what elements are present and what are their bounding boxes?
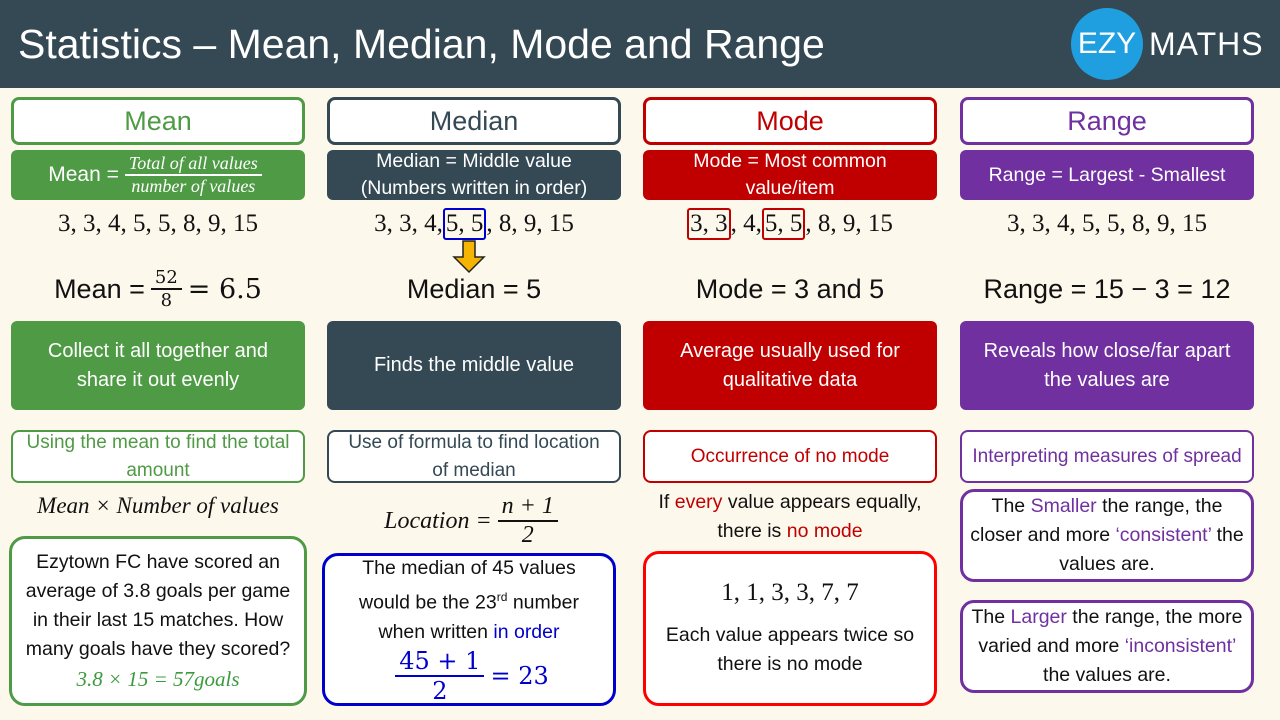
mode-seq-mid: , 4, (730, 210, 762, 237)
median-def-line1: Median = Middle value (376, 150, 572, 172)
median-subheading: Use of formula to find location of media… (327, 430, 621, 483)
mode-note-c: value appears equally, there is (717, 491, 922, 542)
median-description: Finds the middle value (327, 321, 621, 410)
mode-def-line2: value/item (745, 177, 835, 199)
mean-calc-num: 52 (150, 267, 182, 290)
range-heading: Range (960, 97, 1254, 145)
logo-circle: EZY (1071, 8, 1143, 80)
range-sequence: 3, 3, 4, 5, 5, 8, 9, 15 (1007, 210, 1207, 237)
mean-calc-left: Mean = (54, 273, 145, 304)
mode-note-a: If (658, 491, 675, 513)
mode-def-line1: Mode = Most common (693, 150, 887, 172)
mean-def-label: Mean = (48, 163, 119, 186)
mode-sequence: 3, 3 , 4, 5, 5 , 8, 9, 15 (643, 206, 937, 242)
mean-subheading: Using the mean to find the total amount (11, 430, 305, 483)
range-large-a: The (971, 606, 1011, 628)
range-subheading: Interpreting measures of spread (960, 430, 1254, 483)
mean-calc-den: 8 (160, 290, 173, 311)
median-def-line2: (Numbers written in order) (360, 177, 588, 199)
mean-formula: Mean × Number of values (37, 493, 279, 518)
mode-highlight-3: 3, 3 (687, 208, 731, 240)
range-small-c: the range, the closer and more (970, 495, 1223, 546)
median-loc-den: 2 (521, 522, 534, 548)
mode-highlight-5: 5, 5 (761, 208, 806, 240)
header-bar (0, 0, 1280, 88)
mode-example-text: Each value appears twice so there is no … (665, 623, 915, 675)
median-calc-fraction: 45 + 1 2 (395, 647, 485, 705)
mean-example-card: Ezytown FC have scored an average of 3.8… (9, 536, 307, 706)
median-loc-fraction: n + 1 2 (497, 493, 558, 549)
mean-def-numerator: Total of all values (124, 153, 262, 176)
mean-calculation: Mean = 52 8 = 6.5 (11, 258, 305, 320)
median-middle-highlight: 5, 5 (442, 208, 487, 240)
median-definition: Median = Middle value (Numbers written i… (327, 150, 621, 200)
mean-example-answer: 3.8 × 15 = 57goals (76, 667, 240, 691)
mean-description: Collect it all together and share it out… (11, 321, 305, 410)
median-heading: Median (327, 97, 621, 145)
range-large-inconsistent: ‘inconsistent’ (1124, 635, 1236, 657)
range-small-smaller: Smaller (1030, 495, 1097, 517)
median-example-card: The median of 45 values would be the 23r… (322, 553, 616, 706)
mode-example-sequence: 1, 1, 3, 3, 7, 7 (721, 578, 859, 606)
mean-calc-fraction: 52 8 (150, 267, 182, 311)
mode-result: Mode = 3 and 5 (695, 273, 885, 304)
mode-heading: Mode (643, 97, 937, 145)
mode-definition: Mode = Most common value/item (643, 150, 937, 200)
median-calc-num: 45 + 1 (395, 647, 485, 677)
median-result: Median = 5 (406, 273, 542, 304)
median-example-text: The median of 45 values would be the 23r… (335, 554, 603, 647)
mode-example-card: 1, 1, 3, 3, 7, 7 Each value appears twic… (643, 551, 937, 706)
median-location-formula: Location = n + 1 2 (327, 489, 621, 553)
range-result: Range = 15 − 3 = 12 (983, 273, 1231, 304)
median-example-line1: The median of 45 values would be the 23 (359, 557, 576, 614)
median-example-in-order: in order (493, 620, 560, 643)
median-calc-den: 2 (432, 676, 448, 705)
mode-note-every: every (674, 491, 723, 513)
mean-sequence: 3, 3, 4, 5, 5, 8, 9, 15 (58, 210, 258, 237)
median-calc-right: = 23 (490, 661, 549, 690)
range-small-e: the values are. (1059, 524, 1244, 575)
median-example-line2: number when written (378, 591, 579, 643)
mode-subheading: Occurrence of no mode (643, 430, 937, 483)
median-loc-num: n + 1 (497, 493, 558, 522)
median-sequence: 3, 3, 4, 5, 5 , 8, 9, 15 (327, 206, 621, 242)
range-definition: Range = Largest - Smallest (960, 150, 1254, 200)
mean-calc-right: = 6.5 (187, 273, 262, 305)
median-example-sup: rd (496, 590, 508, 605)
range-large-larger: Larger (1010, 606, 1067, 628)
mean-definition: Mean = Total of all values number of val… (11, 150, 305, 200)
median-seq-end: , 8, 9, 15 (486, 210, 574, 237)
mode-note: If every value appears equally, there is… (643, 487, 937, 547)
mode-note-no-mode: no mode (786, 520, 863, 542)
range-large-e: the values are. (1043, 664, 1171, 686)
mean-example-text: Ezytown FC have scored an average of 3.8… (25, 551, 291, 660)
range-large-c: the range, the more varied and more (978, 606, 1243, 657)
logo-text: MATHS (1149, 26, 1264, 62)
range-larger-card: The Larger the range, the more varied an… (960, 600, 1254, 693)
median-example-calc: 45 + 1 2 = 23 (389, 647, 549, 705)
range-description: Reveals how close/far apart the values a… (960, 321, 1254, 410)
mean-def-denominator: number of values (131, 176, 256, 196)
range-small-a: The (991, 495, 1031, 517)
mean-heading: Mean (11, 97, 305, 145)
range-smaller-card: The Smaller the range, the closer and mo… (960, 489, 1254, 582)
mean-def-fraction: Total of all values number of values (124, 153, 262, 197)
median-loc-label: Location = (384, 507, 492, 534)
mode-seq-end: , 8, 9, 15 (805, 210, 893, 237)
range-small-consistent: ‘consistent’ (1115, 524, 1212, 546)
mode-description: Average usually used for qualitative dat… (643, 321, 937, 410)
median-seq-start: 3, 3, 4, (374, 210, 443, 237)
page-title: Statistics – Mean, Median, Mode and Rang… (18, 21, 825, 67)
down-arrow-icon (452, 240, 486, 274)
